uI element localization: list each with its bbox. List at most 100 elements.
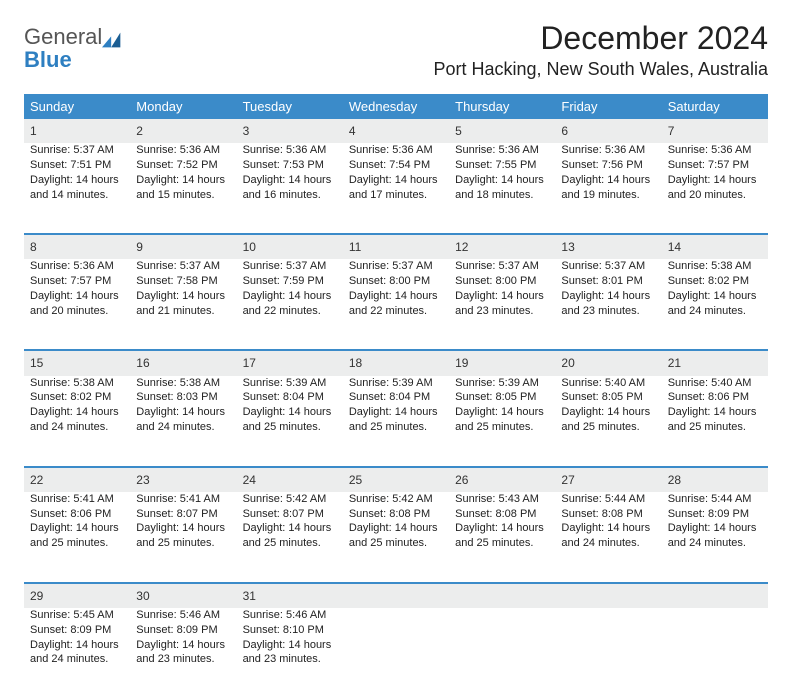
day-cell: Sunrise: 5:38 AMSunset: 8:03 PMDaylight:…: [130, 376, 236, 467]
day-line: Sunrise: 5:37 AM: [30, 143, 124, 158]
day-header: Monday: [130, 94, 236, 119]
day-number-cell: 6: [555, 119, 661, 143]
day-body-row: Sunrise: 5:36 AMSunset: 7:57 PMDaylight:…: [24, 259, 768, 350]
day-line: Daylight: 14 hours: [136, 173, 230, 188]
day-number-cell: 3: [237, 119, 343, 143]
day-line: Sunset: 8:09 PM: [136, 623, 230, 638]
day-line: Sunset: 8:08 PM: [561, 507, 655, 522]
day-line: Sunset: 8:03 PM: [136, 390, 230, 405]
day-cell: Sunrise: 5:45 AMSunset: 8:09 PMDaylight:…: [24, 608, 130, 698]
day-line: Daylight: 14 hours: [668, 289, 762, 304]
day-header: Sunday: [24, 94, 130, 119]
daynum-row: 891011121314: [24, 234, 768, 259]
day-line: Daylight: 14 hours: [455, 289, 549, 304]
daynum-row: 293031: [24, 583, 768, 608]
day-line: and 25 minutes.: [136, 536, 230, 551]
day-line: Sunset: 8:09 PM: [30, 623, 124, 638]
day-line: Sunrise: 5:37 AM: [136, 259, 230, 274]
day-cell: [662, 608, 768, 698]
day-line: and 23 minutes.: [136, 652, 230, 667]
day-line: and 18 minutes.: [455, 188, 549, 203]
day-cell: Sunrise: 5:43 AMSunset: 8:08 PMDaylight:…: [449, 492, 555, 583]
day-line: Sunrise: 5:43 AM: [455, 492, 549, 507]
day-line: Sunrise: 5:44 AM: [668, 492, 762, 507]
day-cell: Sunrise: 5:46 AMSunset: 8:09 PMDaylight:…: [130, 608, 236, 698]
day-line: and 25 minutes.: [349, 420, 443, 435]
day-line: Sunrise: 5:36 AM: [455, 143, 549, 158]
day-line: Daylight: 14 hours: [30, 289, 124, 304]
day-line: and 23 minutes.: [455, 304, 549, 319]
day-line: Daylight: 14 hours: [668, 405, 762, 420]
day-number-cell: 29: [24, 583, 130, 608]
day-number-cell: 30: [130, 583, 236, 608]
day-line: and 24 minutes.: [668, 536, 762, 551]
day-number-cell: 5: [449, 119, 555, 143]
day-line: Sunset: 8:02 PM: [30, 390, 124, 405]
day-line: and 22 minutes.: [243, 304, 337, 319]
day-number-cell: 20: [555, 350, 661, 375]
day-line: Daylight: 14 hours: [243, 521, 337, 536]
day-line: Sunset: 8:05 PM: [561, 390, 655, 405]
day-line: Sunset: 8:09 PM: [668, 507, 762, 522]
day-line: Daylight: 14 hours: [243, 289, 337, 304]
day-line: and 20 minutes.: [668, 188, 762, 203]
day-line: Sunset: 8:10 PM: [243, 623, 337, 638]
day-number-cell: [449, 583, 555, 608]
day-line: Sunrise: 5:46 AM: [243, 608, 337, 623]
day-line: and 24 minutes.: [30, 420, 124, 435]
day-number-cell: 24: [237, 467, 343, 492]
day-line: Sunrise: 5:38 AM: [668, 259, 762, 274]
day-cell: Sunrise: 5:39 AMSunset: 8:04 PMDaylight:…: [343, 376, 449, 467]
day-line: and 25 minutes.: [455, 536, 549, 551]
day-cell: Sunrise: 5:36 AMSunset: 7:53 PMDaylight:…: [237, 143, 343, 234]
day-line: Sunset: 8:04 PM: [349, 390, 443, 405]
day-line: Sunrise: 5:41 AM: [136, 492, 230, 507]
day-cell: Sunrise: 5:39 AMSunset: 8:04 PMDaylight:…: [237, 376, 343, 467]
day-cell: Sunrise: 5:42 AMSunset: 8:08 PMDaylight:…: [343, 492, 449, 583]
day-number-cell: 31: [237, 583, 343, 608]
day-cell: Sunrise: 5:37 AMSunset: 7:59 PMDaylight:…: [237, 259, 343, 350]
day-cell: Sunrise: 5:36 AMSunset: 7:54 PMDaylight:…: [343, 143, 449, 234]
day-number-cell: 14: [662, 234, 768, 259]
day-line: Daylight: 14 hours: [243, 173, 337, 188]
day-line: and 25 minutes.: [349, 536, 443, 551]
day-cell: Sunrise: 5:41 AMSunset: 8:06 PMDaylight:…: [24, 492, 130, 583]
day-cell: Sunrise: 5:42 AMSunset: 8:07 PMDaylight:…: [237, 492, 343, 583]
day-line: Sunset: 8:04 PM: [243, 390, 337, 405]
day-cell: Sunrise: 5:37 AMSunset: 8:00 PMDaylight:…: [343, 259, 449, 350]
day-line: and 19 minutes.: [561, 188, 655, 203]
day-cell: Sunrise: 5:37 AMSunset: 7:51 PMDaylight:…: [24, 143, 130, 234]
day-number-cell: 9: [130, 234, 236, 259]
day-number-cell: 28: [662, 467, 768, 492]
day-body-row: Sunrise: 5:37 AMSunset: 7:51 PMDaylight:…: [24, 143, 768, 234]
day-cell: Sunrise: 5:44 AMSunset: 8:08 PMDaylight:…: [555, 492, 661, 583]
day-cell: [555, 608, 661, 698]
daynum-row: 1234567: [24, 119, 768, 143]
logo-word2: Blue: [24, 47, 72, 72]
day-line: Sunset: 8:08 PM: [349, 507, 443, 522]
day-line: Sunrise: 5:36 AM: [243, 143, 337, 158]
day-line: Sunset: 7:54 PM: [349, 158, 443, 173]
day-line: Sunrise: 5:37 AM: [561, 259, 655, 274]
day-line: Daylight: 14 hours: [136, 405, 230, 420]
day-line: Sunset: 8:02 PM: [668, 274, 762, 289]
day-header-row: Sunday Monday Tuesday Wednesday Thursday…: [24, 94, 768, 119]
day-line: and 25 minutes.: [243, 536, 337, 551]
day-line: Daylight: 14 hours: [455, 521, 549, 536]
day-line: Sunrise: 5:36 AM: [349, 143, 443, 158]
day-line: Daylight: 14 hours: [349, 521, 443, 536]
day-cell: Sunrise: 5:39 AMSunset: 8:05 PMDaylight:…: [449, 376, 555, 467]
day-line: Sunrise: 5:41 AM: [30, 492, 124, 507]
logo-word1: General: [24, 24, 102, 49]
day-line: Daylight: 14 hours: [349, 405, 443, 420]
day-line: Sunset: 8:05 PM: [455, 390, 549, 405]
day-line: Daylight: 14 hours: [561, 173, 655, 188]
page-title: December 2024: [434, 20, 768, 57]
day-line: Sunrise: 5:37 AM: [349, 259, 443, 274]
day-cell: Sunrise: 5:38 AMSunset: 8:02 PMDaylight:…: [662, 259, 768, 350]
day-cell: Sunrise: 5:41 AMSunset: 8:07 PMDaylight:…: [130, 492, 236, 583]
day-line: Daylight: 14 hours: [30, 638, 124, 653]
location: Port Hacking, New South Wales, Australia: [434, 59, 768, 80]
day-line: Sunset: 8:00 PM: [455, 274, 549, 289]
day-line: Daylight: 14 hours: [349, 173, 443, 188]
